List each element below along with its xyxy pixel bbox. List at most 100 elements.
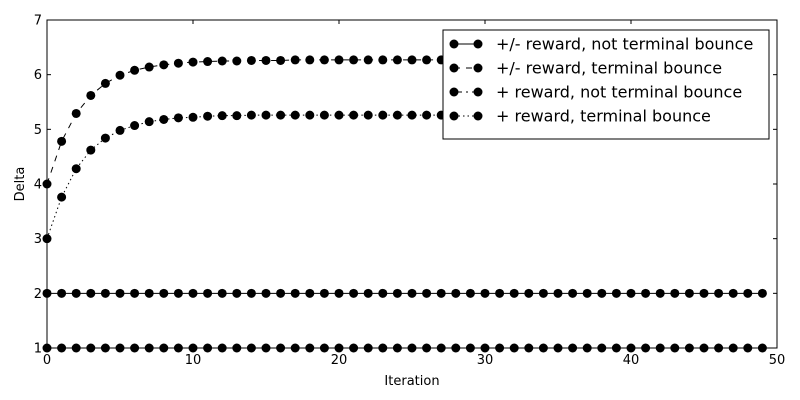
data-point (71, 164, 81, 174)
data-point (261, 55, 271, 65)
data-point (597, 288, 607, 298)
legend-marker (449, 63, 459, 73)
data-point (246, 110, 256, 120)
data-point (261, 110, 271, 120)
legend-marker (473, 87, 483, 97)
data-point (641, 288, 651, 298)
y-tick-label: 7 (34, 14, 42, 29)
data-point (71, 288, 81, 298)
data-point (144, 62, 154, 72)
data-point (378, 110, 388, 120)
ticks-layer: 0 10 20 30 40 50 1 2 3 4 5 6 7 (34, 14, 786, 369)
data-point (86, 145, 96, 155)
data-point (422, 110, 432, 120)
data-point (319, 288, 329, 298)
data-point (334, 110, 344, 120)
data-point (436, 288, 446, 298)
legend-marker (449, 39, 459, 49)
data-point (144, 288, 154, 298)
legend-entry: + reward, not terminal bounce (449, 83, 742, 102)
data-point (159, 288, 169, 298)
data-point (217, 288, 227, 298)
data-point (743, 288, 753, 298)
data-point (130, 288, 140, 298)
data-point (392, 110, 402, 120)
data-point (159, 60, 169, 70)
data-point (524, 288, 534, 298)
data-point (203, 57, 213, 67)
data-point (728, 288, 738, 298)
data-point (57, 136, 67, 146)
y-tick-label: 1 (34, 342, 42, 357)
data-point (480, 288, 490, 298)
data-point (100, 133, 110, 143)
data-point (714, 288, 724, 298)
data-point (553, 288, 563, 298)
x-tick-label: 10 (185, 353, 202, 368)
x-axis-label: Iteration (384, 374, 439, 389)
data-point (422, 55, 432, 65)
data-point (130, 65, 140, 75)
data-point (334, 55, 344, 65)
x-tick-label: 20 (331, 353, 348, 368)
data-point (246, 288, 256, 298)
legend-marker (473, 39, 483, 49)
data-point (71, 108, 81, 118)
data-point (465, 288, 475, 298)
legend-marker (473, 63, 483, 73)
data-point (276, 288, 286, 298)
data-point (495, 288, 505, 298)
data-point (115, 288, 125, 298)
data-point (392, 55, 402, 65)
x-tick-label: 0 (43, 353, 51, 368)
data-point (538, 288, 548, 298)
data-point (363, 288, 373, 298)
data-point (159, 114, 169, 124)
legend-marker (449, 111, 459, 121)
legend-label: + reward, not terminal bounce (496, 83, 742, 102)
data-point (246, 55, 256, 65)
data-point (349, 288, 359, 298)
data-point (232, 111, 242, 121)
y-tick-label: 4 (34, 178, 42, 193)
data-point (626, 288, 636, 298)
data-point (509, 288, 519, 298)
data-point (655, 288, 665, 298)
data-point (290, 55, 300, 65)
data-point (611, 288, 621, 298)
data-point (188, 112, 198, 122)
data-point (407, 110, 417, 120)
data-point (349, 110, 359, 120)
legend-marker (473, 111, 483, 121)
data-point (290, 110, 300, 120)
y-tick-label: 2 (34, 287, 42, 302)
data-point (305, 55, 315, 65)
data-point (203, 288, 213, 298)
data-point (276, 55, 286, 65)
legend: +/- reward, not terminal bounce +/- rewar… (442, 29, 770, 140)
data-point (392, 288, 402, 298)
data-point (422, 288, 432, 298)
data-point (670, 288, 680, 298)
legend-box (442, 29, 770, 140)
data-point (363, 110, 373, 120)
legend-marker (449, 87, 459, 97)
data-point (334, 288, 344, 298)
data-point (276, 110, 286, 120)
data-point (57, 192, 67, 202)
data-point (568, 288, 578, 298)
data-point (290, 288, 300, 298)
data-point (173, 288, 183, 298)
data-point (203, 111, 213, 121)
data-point (100, 78, 110, 88)
data-point (232, 56, 242, 66)
y-axis-label: Delta (13, 167, 28, 202)
data-point (144, 117, 154, 127)
legend-label: +/- reward, terminal bounce (496, 59, 722, 78)
y-tick-label: 6 (34, 68, 42, 83)
data-point (232, 288, 242, 298)
legend-entries: +/- reward, not terminal bounce +/- rewar… (449, 35, 753, 126)
data-point (188, 288, 198, 298)
data-point (130, 121, 140, 131)
data-point (684, 288, 694, 298)
